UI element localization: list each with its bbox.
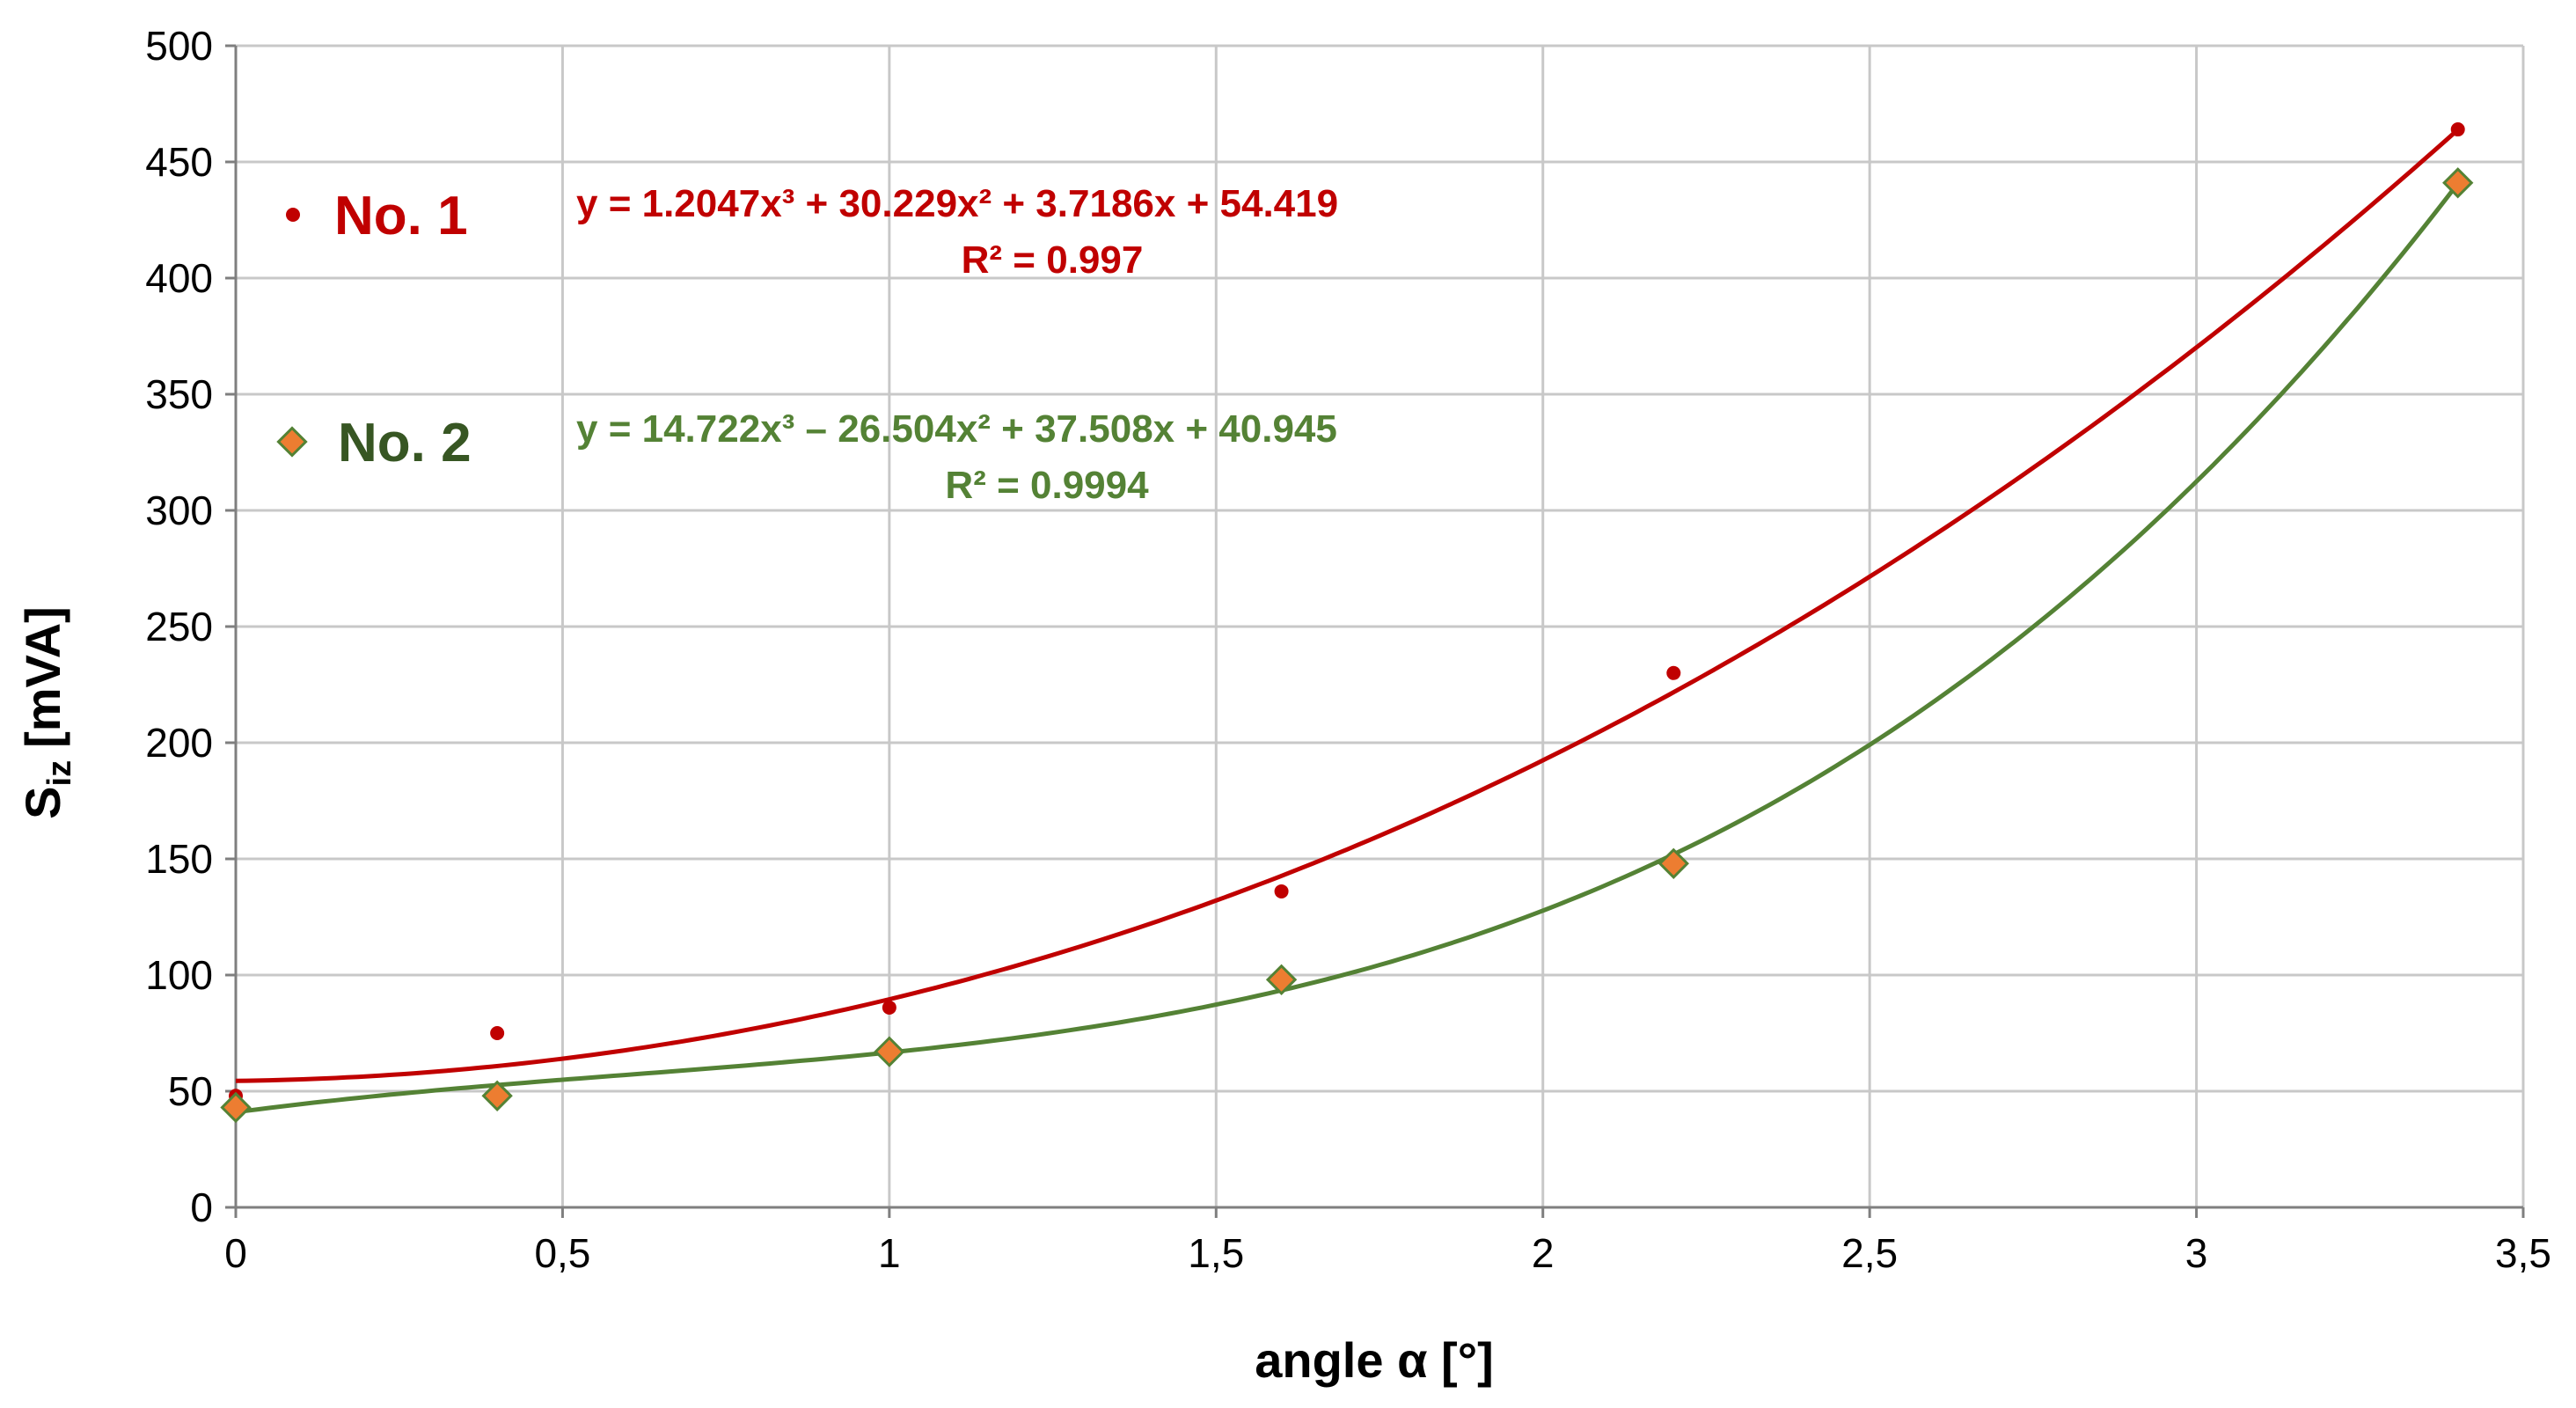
data-point-series-2	[1265, 964, 1298, 995]
data-point-series-1	[882, 1000, 896, 1015]
data-point-series-1	[1666, 665, 1681, 680]
y-axis-title-main: S	[15, 786, 70, 818]
x-tick-label: 3,5	[2495, 1230, 2551, 1276]
x-tick-label: 1	[878, 1230, 901, 1276]
data-points	[220, 122, 2474, 1124]
equation-no1: y = 1.2047x³ + 30.229x² + 3.7186x + 54.4…	[576, 182, 1338, 225]
trendline-2	[235, 181, 2460, 1115]
data-point-series-2	[1658, 847, 1689, 879]
data-point-series-1	[1274, 884, 1289, 898]
x-tick-labels: 0 0,5 1 1,5 2 2,5 3 3,5	[224, 1230, 2551, 1276]
trendlines	[235, 128, 2460, 1115]
trendline-1	[235, 128, 2460, 1083]
legend: No. 1 No. 2	[276, 186, 472, 473]
x-tick-label: 1,5	[1188, 1230, 1244, 1276]
x-tick-label: 3	[2185, 1230, 2208, 1276]
y-axis-title: Siz [mVA]	[15, 606, 78, 819]
data-point-series-2	[481, 1080, 513, 1111]
y-axis-title-subscript: iz	[41, 760, 78, 787]
legend-label-no1: No. 1	[334, 186, 468, 246]
data-point-series-2	[2442, 167, 2474, 199]
legend-marker-no2	[276, 426, 308, 458]
y-tick-label: 300	[145, 488, 213, 533]
data-point-series-2	[874, 1036, 905, 1067]
legend-marker-no1	[286, 208, 300, 222]
y-tick-label: 450	[145, 139, 213, 185]
y-tick-label: 350	[145, 371, 213, 417]
y-tick-label: 500	[145, 23, 213, 69]
data-point-series-1	[490, 1026, 505, 1040]
y-tick-label: 200	[145, 720, 213, 766]
x-tick-label: 2	[1532, 1230, 1555, 1276]
axes	[225, 44, 2525, 1218]
x-tick-label: 0	[224, 1230, 247, 1276]
r2-no1: R² = 0.997	[962, 238, 1144, 282]
x-tick-label: 2,5	[1841, 1230, 1898, 1276]
data-point-series-2	[220, 1091, 252, 1124]
legend-label-no2: No. 2	[338, 413, 472, 473]
y-tick-labels: 0 50 100 150 200 250 300 350 400 450 500	[145, 23, 213, 1230]
y-tick-label: 100	[145, 952, 213, 998]
grid	[236, 44, 2525, 1207]
data-point-series-1	[2450, 122, 2465, 137]
x-axis-title: angle α [°]	[1255, 1332, 1494, 1388]
y-axis-title-unit: [mVA]	[15, 606, 70, 748]
r2-no2: R² = 0.9994	[945, 464, 1149, 507]
y-tick-label: 150	[145, 836, 213, 882]
y-tick-label: 50	[168, 1068, 213, 1114]
y-tick-label: 400	[145, 255, 213, 301]
y-tick-label: 250	[145, 604, 213, 649]
equation-no2: y = 14.722x³ – 26.504x² + 37.508x + 40.9…	[576, 407, 1337, 451]
x-tick-label: 0,5	[534, 1230, 590, 1276]
y-tick-label: 0	[190, 1184, 213, 1230]
trendline-equations: y = 1.2047x³ + 30.229x² + 3.7186x + 54.4…	[576, 182, 1338, 507]
